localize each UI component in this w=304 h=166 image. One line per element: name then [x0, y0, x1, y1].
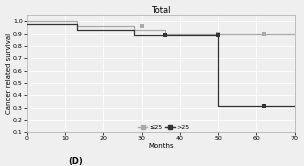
- Point: [162, 34, 167, 36]
- Point: [216, 33, 220, 35]
- Point: [261, 105, 266, 108]
- Point: [261, 33, 266, 35]
- Y-axis label: Cancer related survival: Cancer related survival: [5, 33, 12, 114]
- Point: [139, 25, 144, 28]
- Point: [216, 34, 220, 36]
- Legend: ≤25, >25: ≤25, >25: [138, 125, 190, 130]
- Title: Total: Total: [151, 5, 171, 15]
- Text: (D): (D): [69, 157, 83, 166]
- X-axis label: Months: Months: [148, 143, 174, 149]
